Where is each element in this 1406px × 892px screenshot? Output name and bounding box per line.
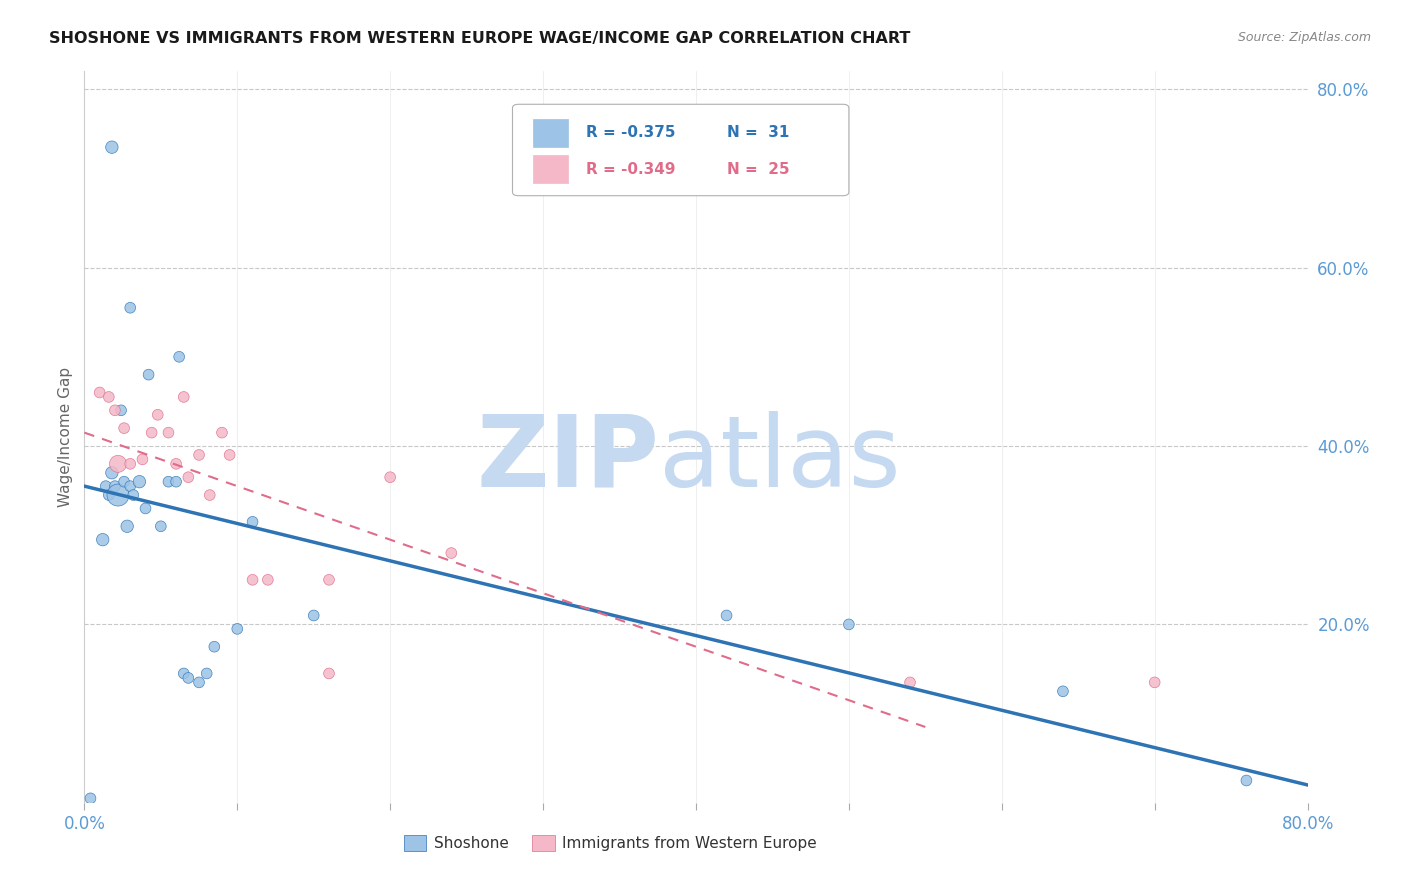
- Point: [135, 501, 157, 516]
- Point: [146, 408, 169, 422]
- Point: [112, 421, 135, 435]
- Point: [101, 466, 124, 480]
- Point: [211, 425, 233, 440]
- Point: [91, 533, 114, 547]
- Point: [257, 573, 280, 587]
- Point: [242, 515, 264, 529]
- Text: N =  31: N = 31: [727, 125, 789, 140]
- Point: [177, 470, 200, 484]
- Point: [89, 385, 111, 400]
- Point: [1052, 684, 1074, 698]
- Point: [104, 479, 127, 493]
- Point: [120, 457, 142, 471]
- Point: [104, 403, 127, 417]
- Point: [107, 488, 129, 502]
- Point: [165, 475, 187, 489]
- Point: [122, 488, 145, 502]
- Point: [107, 457, 129, 471]
- Point: [440, 546, 463, 560]
- Y-axis label: Wage/Income Gap: Wage/Income Gap: [58, 367, 73, 508]
- Text: SHOSHONE VS IMMIGRANTS FROM WESTERN EUROPE WAGE/INCOME GAP CORRELATION CHART: SHOSHONE VS IMMIGRANTS FROM WESTERN EURO…: [49, 31, 911, 46]
- Point: [97, 390, 120, 404]
- Point: [188, 448, 211, 462]
- Point: [318, 666, 340, 681]
- Bar: [533, 155, 568, 183]
- Point: [79, 791, 101, 805]
- Point: [120, 301, 142, 315]
- Point: [157, 475, 180, 489]
- Point: [242, 573, 264, 587]
- Text: R = -0.375: R = -0.375: [586, 125, 675, 140]
- Point: [218, 448, 240, 462]
- Legend: Shoshone, Immigrants from Western Europe: Shoshone, Immigrants from Western Europe: [398, 830, 824, 857]
- Point: [1236, 773, 1258, 788]
- Point: [110, 403, 132, 417]
- Point: [716, 608, 738, 623]
- Text: Source: ZipAtlas.com: Source: ZipAtlas.com: [1237, 31, 1371, 45]
- Point: [173, 666, 195, 681]
- Point: [149, 519, 172, 533]
- Point: [141, 425, 163, 440]
- Point: [177, 671, 200, 685]
- Point: [157, 425, 180, 440]
- Text: R = -0.349: R = -0.349: [586, 161, 675, 177]
- Point: [173, 390, 195, 404]
- Point: [188, 675, 211, 690]
- Point: [165, 457, 187, 471]
- Point: [1143, 675, 1166, 690]
- Point: [112, 475, 135, 489]
- Point: [120, 479, 142, 493]
- Point: [128, 475, 150, 489]
- Point: [97, 488, 120, 502]
- Point: [138, 368, 160, 382]
- Point: [318, 573, 340, 587]
- Point: [302, 608, 325, 623]
- Point: [380, 470, 402, 484]
- Point: [101, 140, 124, 154]
- Point: [115, 519, 138, 533]
- Point: [898, 675, 921, 690]
- Point: [131, 452, 153, 467]
- Bar: [533, 119, 568, 146]
- Point: [167, 350, 190, 364]
- Point: [838, 617, 860, 632]
- Point: [202, 640, 225, 654]
- Point: [226, 622, 249, 636]
- Point: [198, 488, 221, 502]
- Text: N =  25: N = 25: [727, 161, 789, 177]
- Text: atlas: atlas: [659, 410, 901, 508]
- Text: ZIP: ZIP: [477, 410, 659, 508]
- FancyBboxPatch shape: [513, 104, 849, 195]
- Point: [94, 479, 117, 493]
- Point: [195, 666, 218, 681]
